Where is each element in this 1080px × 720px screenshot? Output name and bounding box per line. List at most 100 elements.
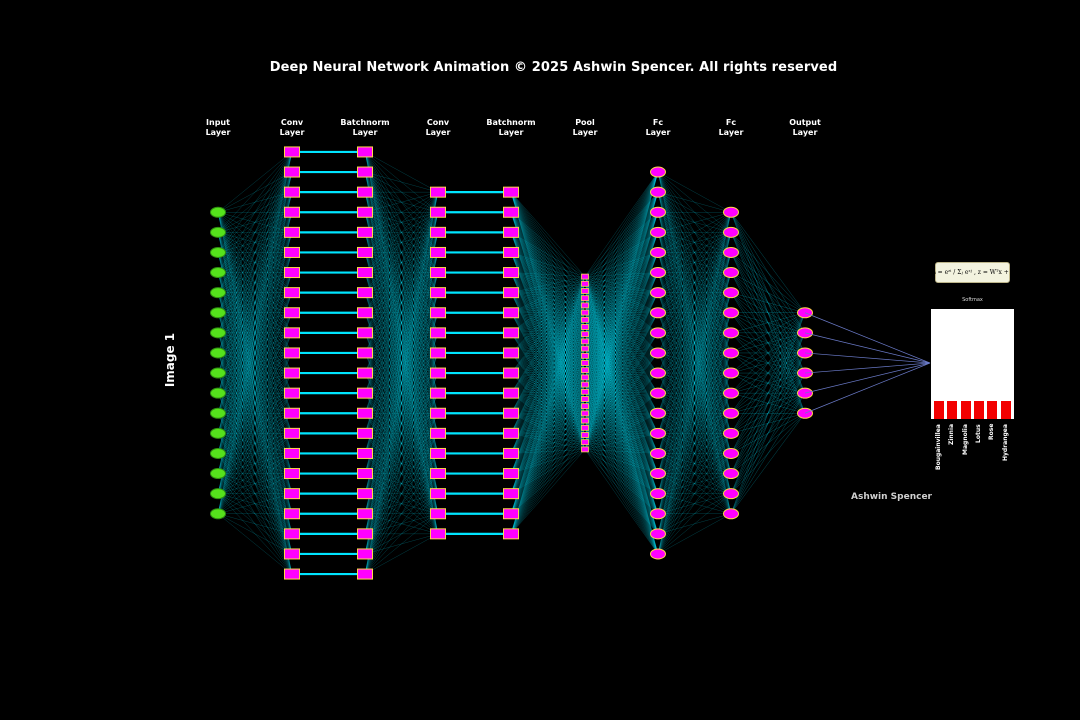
dense-connection [510, 348, 586, 514]
dense-connection [364, 252, 439, 514]
dense-connection [217, 352, 293, 414]
dense-connection [584, 252, 659, 299]
dense-connection [510, 413, 586, 443]
dense-connection [584, 392, 659, 429]
dense-connection [510, 352, 586, 436]
dense-connection [584, 449, 659, 454]
dense-connection [730, 312, 806, 414]
dense-connection [584, 377, 659, 414]
dense-connection [657, 393, 732, 534]
dense-connection [364, 272, 439, 354]
dense-connection [510, 305, 586, 374]
dense-connection [510, 232, 586, 428]
fc-node [650, 387, 666, 399]
dense-connection [364, 372, 439, 454]
batchnorm-node [357, 146, 373, 158]
dense-connection [217, 232, 293, 534]
dense-connection [510, 272, 586, 450]
dense-connection [657, 191, 732, 273]
dense-connection [584, 362, 659, 454]
dense-connection [510, 283, 586, 454]
dense-connection [657, 513, 732, 535]
dense-connection [657, 292, 732, 494]
dense-connection [657, 252, 732, 313]
dense-connection [657, 232, 732, 374]
dense-connection [510, 212, 586, 428]
dense-connection [510, 332, 586, 364]
dense-connection [584, 326, 659, 394]
dense-connection [217, 232, 293, 555]
dense-connection [510, 312, 586, 385]
dense-connection [584, 332, 659, 371]
dense-connection [364, 252, 439, 414]
dense-connection [584, 312, 659, 414]
dense-connection [657, 332, 732, 494]
dense-connection [657, 212, 732, 253]
dense-connection [584, 192, 659, 378]
dense-connection [657, 413, 732, 474]
dense-connection [584, 377, 659, 434]
dense-connection [217, 151, 293, 454]
dense-connection [364, 413, 439, 454]
dense-connection [584, 352, 659, 414]
dense-connection [217, 413, 293, 434]
dense-connection [364, 191, 439, 273]
dense-connection [584, 334, 659, 394]
dense-connection [217, 212, 293, 333]
dense-connection [584, 348, 659, 474]
dense-connection [657, 392, 732, 454]
dense-connection [217, 232, 293, 374]
pool-node [581, 410, 589, 417]
pool-node [581, 417, 589, 424]
dense-connection [584, 362, 659, 414]
dense-connection [584, 326, 659, 514]
softmax-title: Softmax [962, 297, 983, 303]
output-link [804, 362, 931, 394]
dense-connection [657, 272, 732, 494]
dense-connection [584, 398, 659, 534]
dense-connection [657, 332, 732, 394]
dense-connection [730, 232, 806, 354]
dense-connection [510, 212, 586, 400]
dense-connection [584, 312, 659, 385]
batchnorm-node [357, 246, 373, 258]
dense-connection [217, 192, 293, 474]
dense-connection [730, 332, 806, 494]
dense-connection [510, 232, 586, 356]
dense-connection [657, 212, 732, 313]
dense-connection [584, 272, 659, 421]
dense-connection [657, 212, 732, 494]
dense-connection [657, 212, 732, 394]
fc-node [723, 206, 739, 218]
dense-connection [584, 272, 659, 299]
conv-node [284, 287, 300, 299]
dense-connection [217, 252, 293, 494]
dense-connection [584, 332, 659, 400]
dense-connection [217, 272, 293, 434]
dense-connection [510, 272, 586, 321]
dense-connection [584, 252, 659, 349]
dense-connection [584, 352, 659, 385]
dense-connection [657, 212, 732, 454]
batchnorm-node [503, 488, 519, 500]
dense-connection [364, 192, 439, 474]
dense-connection [657, 232, 732, 474]
dense-connection [584, 312, 659, 357]
fc-node [723, 246, 739, 258]
dense-connection [510, 372, 586, 414]
dense-connection [584, 332, 659, 357]
dense-connection [510, 212, 586, 320]
dense-connection [584, 352, 659, 436]
dense-connection [217, 272, 293, 494]
dense-connection [364, 252, 439, 534]
dense-connection [510, 290, 586, 454]
dense-connection [217, 332, 293, 354]
dense-connection [364, 252, 439, 334]
dense-connection [217, 232, 293, 354]
dense-connection [584, 372, 659, 436]
dense-connection [657, 372, 732, 474]
dense-connection [510, 252, 586, 436]
batchnorm-node [503, 367, 519, 379]
dense-connection [730, 392, 806, 414]
dense-connection [584, 413, 659, 436]
